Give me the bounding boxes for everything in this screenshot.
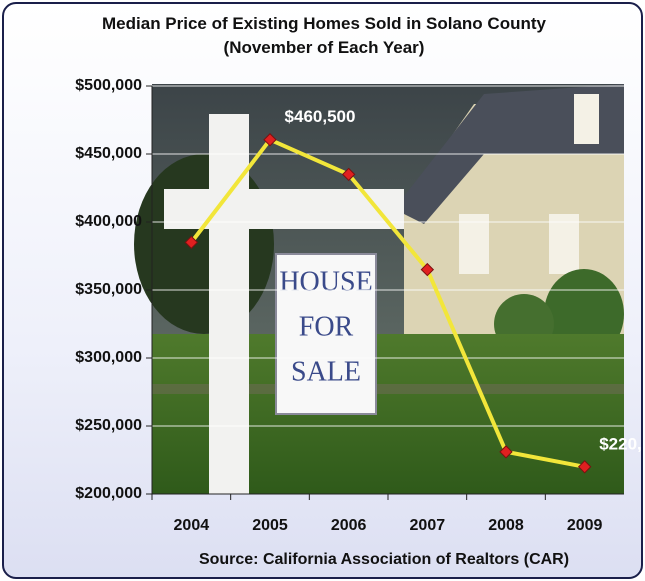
sign-text: HOUSE — [279, 266, 372, 297]
sign-text: SALE — [291, 356, 361, 387]
x-tick-label: 2004 — [174, 517, 210, 534]
y-tick-label: $400,000 — [75, 213, 142, 230]
x-tick-label: 2005 — [252, 517, 288, 534]
chart-frame: Median Price of Existing Homes Sold in S… — [2, 2, 643, 579]
y-tick-label: $450,000 — [75, 145, 142, 162]
y-tick-label: $250,000 — [75, 417, 142, 434]
y-tick-label: $350,000 — [75, 281, 142, 298]
data-label: $460,500 — [285, 107, 356, 126]
data-label: $220,000 — [599, 434, 643, 453]
source-note: Source: California Association of Realto… — [199, 551, 569, 568]
y-tick-label: $200,000 — [75, 485, 142, 502]
sign-text: FOR — [299, 311, 354, 342]
x-tick-label: 2007 — [410, 517, 446, 534]
x-tick-label: 2006 — [331, 517, 367, 534]
y-tick-label: $500,000 — [75, 77, 142, 94]
x-tick-label: 2008 — [488, 517, 524, 534]
x-tick-label: 2009 — [567, 517, 603, 534]
y-tick-label: $300,000 — [75, 349, 142, 366]
chart: HOUSE FOR SALE $200,000 $250,000 $300,000 $35… — [4, 4, 643, 579]
background-photo — [134, 84, 624, 494]
